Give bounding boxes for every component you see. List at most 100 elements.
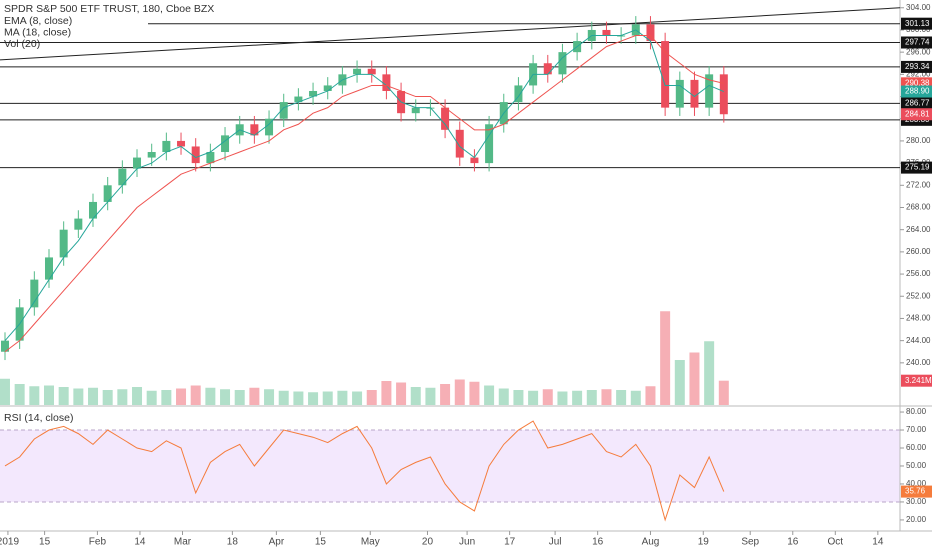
candle-body [367, 68, 376, 75]
x-tick-label: 2019 [0, 537, 19, 548]
volume-bar [117, 389, 128, 405]
indicator-label: MA (18, close) [4, 26, 71, 38]
rsi-label: 35.76 [905, 487, 926, 496]
candle-body [162, 140, 171, 153]
candle-body [470, 157, 479, 164]
level-label-box [901, 161, 932, 174]
x-tick-label: 14 [134, 537, 146, 548]
volume-bar [249, 387, 260, 405]
y-tick-label: 248.00 [906, 314, 931, 323]
volume-bar [234, 390, 245, 405]
volume-bar [425, 387, 436, 405]
volume-bar [352, 391, 363, 405]
volume-bar [220, 389, 231, 405]
candle-body [279, 102, 288, 119]
indicator-label: Vol (20) [4, 38, 40, 50]
rsi-tick-label: 60.00 [906, 443, 927, 452]
candle-body [719, 74, 728, 115]
indicator-label: EMA (8, close) [4, 15, 72, 27]
chart-title: SPDR S&P 500 ETF TRUST, 180, Cboe BZX [4, 3, 214, 15]
volume-bar [718, 380, 729, 405]
volume-bar [572, 390, 583, 405]
volume-bar [58, 387, 69, 405]
volume-bar [278, 390, 289, 405]
level-label: 301.13 [905, 19, 930, 28]
candle-body [250, 124, 259, 136]
candle-body [30, 279, 39, 308]
candle-body [455, 129, 464, 158]
x-tick-label: Mar [174, 537, 192, 548]
volume-bar [29, 386, 40, 405]
y-tick-label: 292.00 [906, 69, 931, 78]
x-tick-label: Oct [828, 537, 844, 548]
candle-body [646, 24, 655, 42]
y-tick-label: 268.00 [906, 203, 931, 212]
y-tick-label: 296.00 [906, 47, 931, 56]
candle-body [265, 118, 274, 136]
volume-bar [586, 390, 597, 405]
candle-body [309, 90, 318, 97]
price-label: 284.81 [905, 109, 930, 118]
volume-bar [190, 385, 201, 405]
volume-bar [601, 389, 612, 405]
volume-bar [674, 360, 685, 405]
volume-bar [689, 352, 700, 405]
candle-body [103, 185, 112, 202]
x-tick-label: 17 [504, 537, 516, 548]
y-tick-label: 304.00 [906, 3, 931, 12]
volume-bar [73, 388, 84, 405]
volume-bar [484, 385, 495, 405]
level-label: 293.34 [905, 62, 930, 71]
volume-label: 3.241M [905, 376, 932, 385]
volume-bar [660, 311, 671, 405]
volume-bar [88, 387, 99, 405]
volume-bar [205, 387, 216, 405]
candle-body [221, 135, 230, 153]
volume-bar [454, 379, 465, 405]
candle-body [411, 107, 420, 114]
rsi-band [0, 430, 900, 502]
x-tick-label: 16 [592, 537, 604, 548]
rsi-tick-label: 80.00 [906, 407, 927, 416]
volume-bar [0, 378, 10, 405]
volume-bar [322, 391, 333, 405]
candle-body [353, 68, 362, 75]
volume-bar [381, 381, 392, 405]
volume-bar [293, 391, 304, 405]
y-tick-label: 240.00 [906, 358, 931, 367]
background-layer [0, 429, 900, 503]
rsi-title: RSI (14, close) [4, 412, 73, 424]
volume-bar [498, 388, 509, 405]
volume-bar [616, 390, 627, 405]
candle-body [382, 74, 391, 91]
x-tick-label: 14 [872, 537, 884, 548]
x-tick-label: Jul [549, 537, 562, 548]
level-label: 286.77 [905, 98, 930, 107]
ema-line [4, 29, 725, 341]
volume-bar [528, 390, 539, 405]
volume-bar [469, 381, 480, 405]
volume-bar [43, 385, 54, 405]
level-label-box [901, 97, 932, 110]
level-label: 297.74 [905, 38, 930, 47]
ma-line [4, 35, 724, 353]
candle-body [675, 79, 684, 108]
rsi-label-box [901, 485, 932, 498]
rsi-tick-label: 50.00 [906, 461, 927, 470]
candle-body [0, 340, 9, 352]
volume-bar [161, 390, 172, 405]
candle-body [514, 85, 523, 103]
y-tick-label: 244.00 [906, 336, 931, 345]
level-label: 275.19 [905, 163, 930, 172]
y-tick-label: 260.00 [906, 247, 931, 256]
candle-body [661, 41, 670, 108]
candle-body [485, 124, 494, 164]
candle-body [133, 157, 142, 169]
volume-bar [630, 390, 641, 405]
rsi-tick-label: 30.00 [906, 497, 927, 506]
candle-body [441, 107, 450, 130]
volume-bar [557, 391, 568, 405]
volume-bar [542, 389, 553, 405]
candle-body [323, 85, 332, 91]
